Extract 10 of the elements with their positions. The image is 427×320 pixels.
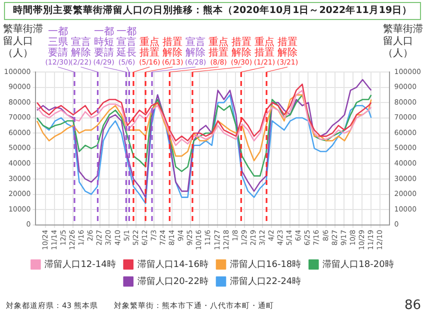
- text: 86: [404, 298, 421, 313]
- legend-label: 滞留人口20-22時: [137, 276, 209, 287]
- legend-label: 滞留人口22-24時: [230, 276, 302, 287]
- legend-label: 滞留人口18-20時: [322, 258, 394, 270]
- y2-axis-title: 繁華街滞留人口（人）: [383, 24, 424, 60]
- legend-label: 滞留人口16-18時: [230, 258, 302, 270]
- y-axis-title: 繁華街滞留人口（人）: [3, 24, 44, 60]
- chart-title: 時間帯別主要繁華街滞留人口の日別推移：熊本（2020年10月1日～2022年11月19日）: [4, 2, 421, 20]
- legend-label: 滞留人口14-16時: [137, 258, 209, 270]
- legend-label: 滞留人口12-14時: [44, 258, 116, 270]
